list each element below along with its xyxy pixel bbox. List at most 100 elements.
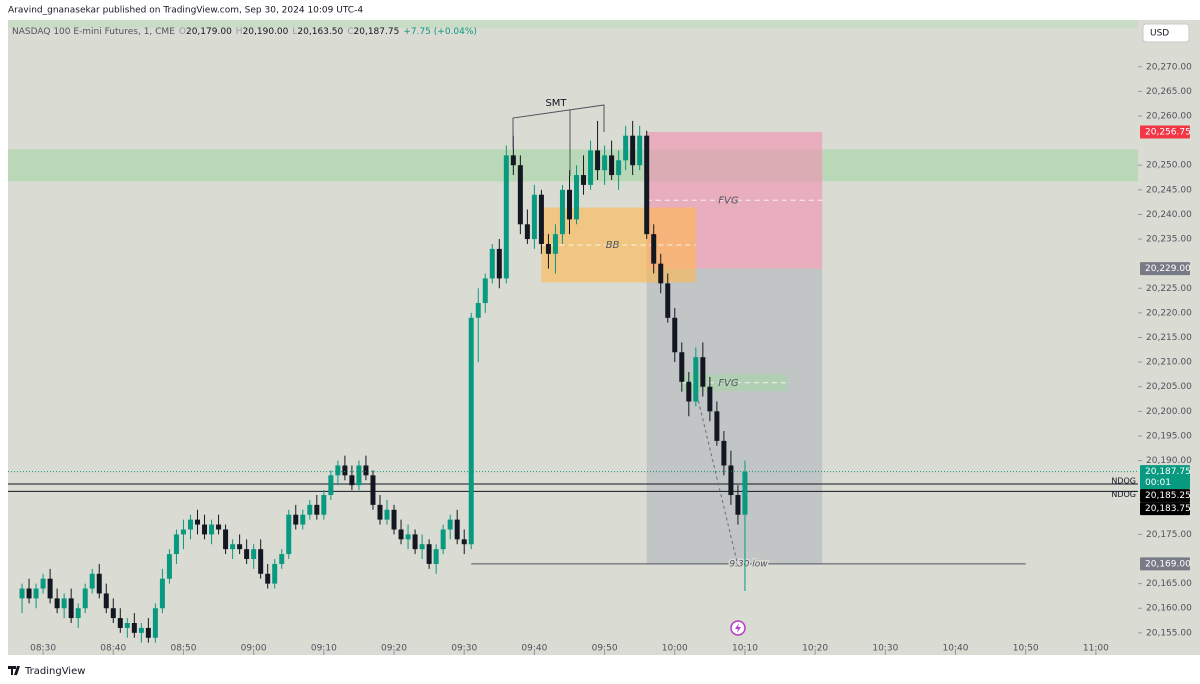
candle-body: [609, 155, 615, 176]
x-tick-label: 09:00: [241, 644, 267, 654]
candle-body: [665, 283, 671, 318]
candle-body: [538, 194, 544, 244]
candle-body: [707, 386, 713, 412]
y-tick-label: 20,160.00: [1146, 604, 1192, 614]
candle-body: [496, 248, 502, 279]
candle-body: [244, 549, 250, 560]
smt-line: [512, 104, 605, 148]
zone-label: BB: [606, 240, 620, 251]
candle-body: [342, 465, 348, 476]
smt-bracket: [512, 104, 605, 176]
candle-body: [475, 303, 481, 318]
candle-body: [524, 224, 530, 240]
plot-area: [8, 20, 1138, 655]
x-tick-label: 09:40: [521, 644, 547, 654]
candle-body: [75, 608, 81, 619]
candle-body: [286, 514, 292, 555]
candle-body: [559, 189, 565, 235]
y-tick-label: 20,265.00: [1146, 87, 1192, 97]
currency[interactable]: USD: [1150, 29, 1169, 39]
projection-line: [696, 394, 739, 567]
candle-body: [202, 524, 208, 535]
candle-body: [391, 509, 397, 530]
candle-body: [482, 278, 488, 304]
y-tick-label: 20,225.00: [1146, 284, 1192, 294]
price-label-box: [1140, 502, 1190, 516]
candle-body: [679, 352, 685, 382]
zone-label: FVG: [718, 195, 739, 206]
candle-body: [19, 588, 25, 599]
candle-body: [552, 234, 558, 254]
publisher-line: Aravind_gnanasekar published on TradingV…: [8, 6, 363, 16]
y-tick-label: 20,250.00: [1146, 161, 1192, 171]
candle-body: [447, 519, 453, 530]
candle-body: [145, 627, 151, 638]
candle-body: [651, 234, 657, 264]
x-tick-label: 08:50: [170, 644, 196, 654]
candle-body: [672, 317, 678, 353]
candle-body: [566, 189, 572, 220]
x-tick-label: 10:50: [1013, 644, 1039, 654]
candle-body: [61, 598, 67, 609]
candle-body: [103, 593, 109, 609]
price-label: 20,185.25: [1145, 491, 1191, 501]
legend-value: 20,187.75: [354, 27, 400, 37]
candle-body: [419, 544, 425, 550]
candle-body: [314, 504, 320, 515]
y-tick-label: 20,190.00: [1146, 456, 1192, 466]
candle-body: [110, 608, 116, 619]
price-label-box: [1140, 557, 1190, 571]
candle-body: [602, 155, 608, 171]
candle-body: [440, 529, 446, 550]
x-tick-label: 10:00: [662, 644, 688, 654]
candle-body: [33, 588, 39, 599]
candle-body: [187, 519, 193, 530]
legend-key: H: [236, 27, 243, 37]
zone-label: FVG: [718, 378, 739, 389]
candle-body: [384, 509, 390, 520]
layers: 20,155.00 20,160.00 20,165.00 20,175.00 20,1…: [8, 62, 1192, 655]
candle-body: [721, 440, 727, 466]
candle-body: [545, 243, 551, 254]
candle-body: [47, 578, 53, 599]
price-label: 20,169.00: [1145, 559, 1191, 569]
candle-body: [574, 175, 580, 220]
level-label: NDOG: [1111, 476, 1136, 485]
candle-body: [595, 150, 601, 171]
candle-body: [426, 544, 432, 564]
symbol: NASDAQ 100 E-mini Futures, 1, CME: [12, 27, 175, 37]
x-tick-label: 09:30: [451, 644, 477, 654]
candle-body: [40, 578, 46, 589]
candle-body: [349, 475, 355, 486]
symbol-legend: NASDAQ 100 E-mini Futures, 1, CME O20,179…: [12, 27, 477, 37]
candle-body: [209, 524, 215, 535]
legend-key: C: [347, 27, 353, 37]
x-tick-label: 10:40: [943, 644, 969, 654]
y-tick-label: 20,205.00: [1146, 382, 1192, 392]
candle-body: [433, 549, 439, 564]
candle-body: [398, 529, 404, 540]
candle-body: [405, 534, 411, 540]
y-tick-label: 20,210.00: [1146, 358, 1192, 368]
legend-value: 20,163.50: [297, 27, 343, 37]
candle-body: [173, 534, 179, 555]
y-tick-label: 20,200.00: [1146, 407, 1192, 417]
candle-body: [82, 588, 88, 609]
candle-body: [714, 411, 720, 441]
candle-body: [686, 381, 692, 402]
top-band: [8, 20, 1138, 28]
price-label: 20,229.00: [1145, 264, 1191, 274]
currency-button[interactable]: [1142, 23, 1190, 43]
candle-body: [412, 534, 418, 550]
y-tick-label: 20,175.00: [1146, 530, 1192, 540]
candle-body: [96, 573, 102, 594]
price-countdown: 00:01: [1145, 478, 1171, 488]
candle-body: [588, 150, 594, 185]
candle-body: [616, 160, 622, 176]
price-label-box: [1140, 465, 1190, 490]
candle-body: [489, 248, 495, 279]
candle-body: [321, 495, 327, 515]
price-label-box: [1140, 125, 1190, 139]
candle-body: [68, 598, 74, 619]
